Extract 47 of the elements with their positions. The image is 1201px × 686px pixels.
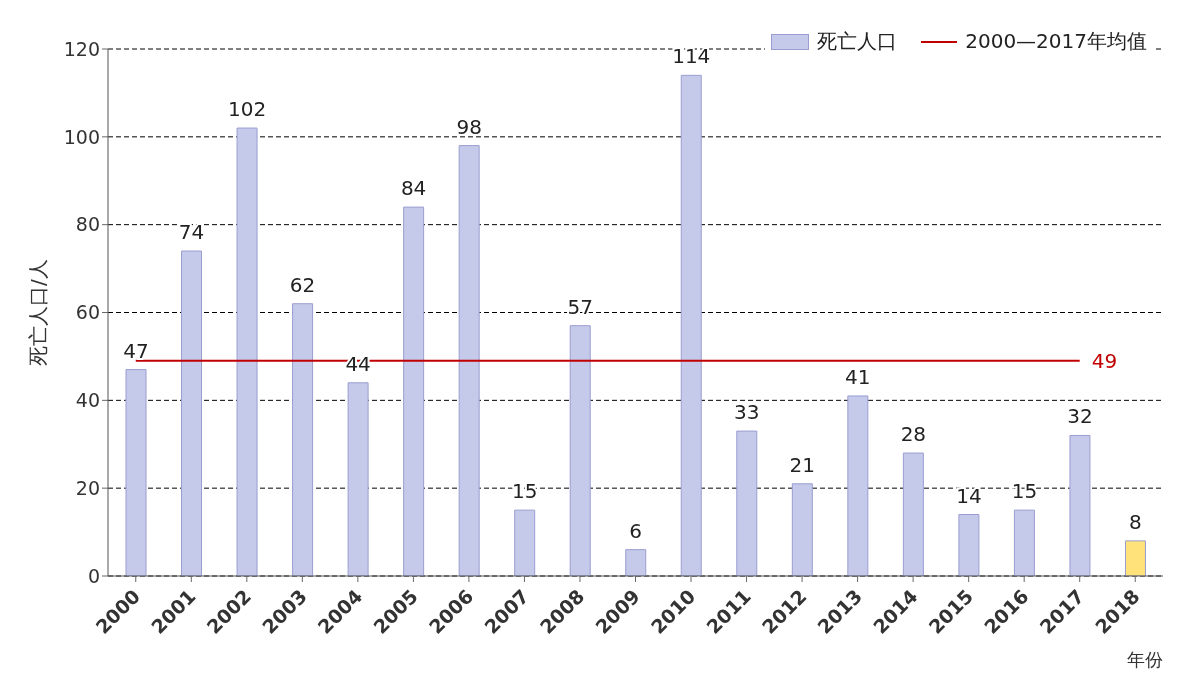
data-label: 62 xyxy=(289,272,316,297)
legend-label: 死亡人口 xyxy=(817,28,898,55)
bar xyxy=(736,430,758,576)
data-label: 21 xyxy=(789,452,816,477)
bar xyxy=(181,250,203,576)
bar xyxy=(902,452,924,576)
y-tick-label: 40 xyxy=(75,389,100,412)
bar xyxy=(569,325,591,576)
data-label: 102 xyxy=(227,97,267,122)
data-label: 32 xyxy=(1067,404,1093,429)
bar xyxy=(625,549,647,576)
bar xyxy=(680,74,702,576)
data-label: 15 xyxy=(1011,479,1038,504)
y-tick-label: 60 xyxy=(75,301,100,324)
y-tick-label: 0 xyxy=(87,564,100,587)
bar xyxy=(236,127,258,576)
data-label: 6 xyxy=(629,518,643,543)
bar xyxy=(1069,434,1091,576)
data-label: 114 xyxy=(672,44,711,69)
bar xyxy=(847,395,869,576)
y-tick-label: 120 xyxy=(63,37,100,60)
data-label: 33 xyxy=(734,400,760,425)
data-label: 47 xyxy=(123,338,149,363)
bar xyxy=(791,483,813,576)
bar xyxy=(403,206,425,576)
data-label: 84 xyxy=(400,176,427,201)
y-tick-label: 80 xyxy=(75,213,100,236)
y-axis-title: 死亡人口/人 xyxy=(26,259,51,366)
data-label: 41 xyxy=(845,364,871,389)
data-label: 14 xyxy=(956,483,982,508)
bar xyxy=(1124,540,1146,576)
bar xyxy=(125,369,147,576)
bar xyxy=(514,509,536,576)
x-axis-title: 年份 xyxy=(1127,649,1163,670)
bar xyxy=(347,382,369,576)
bar xyxy=(458,145,480,576)
data-label: 8 xyxy=(1129,509,1142,534)
bar xyxy=(958,514,980,576)
y-tick-label: 100 xyxy=(63,125,100,148)
data-label: 49 xyxy=(1091,348,1118,373)
legend-label: 2000—2017年均值 xyxy=(965,28,1147,55)
data-label: 28 xyxy=(900,422,927,447)
data-label: 98 xyxy=(456,114,482,139)
bar xyxy=(1013,509,1035,576)
y-tick-label: 20 xyxy=(75,476,100,499)
bar xyxy=(292,303,314,576)
data-label: 74 xyxy=(178,220,205,245)
